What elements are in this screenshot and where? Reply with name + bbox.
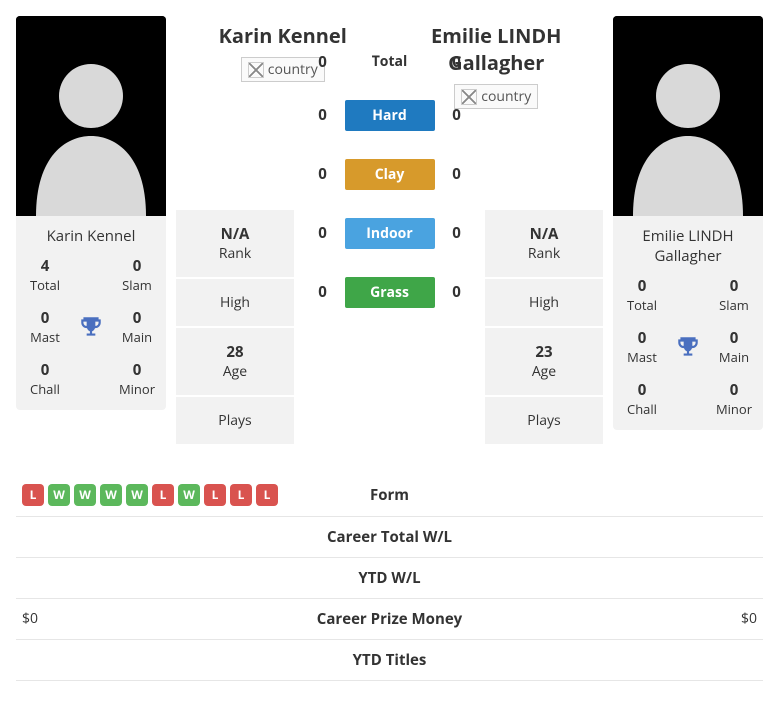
comparison-table: LWWWWLWLLLFormCareer Total W/LYTD W/L$0C… — [16, 474, 763, 681]
player-card-right: Emilie LINDH Gallagher 0Total 0Slam 0Mas… — [613, 16, 763, 430]
head-to-head-top: Karin Kennel 4Total 0Slam 0Mast 0Main 0C… — [16, 16, 763, 444]
surface-row: 0 Total 0 — [302, 52, 477, 72]
stat-rank-left: N/ARank — [176, 210, 294, 277]
compare-row-form: LWWWWLWLLLForm — [16, 474, 763, 517]
stat-stack-left: N/ARank High 28Age Plays — [176, 210, 294, 444]
compare-row-ytd_titles: YTD Titles — [16, 640, 763, 681]
surface-score-left: 0 — [313, 105, 333, 125]
surface-score-right: 0 — [447, 105, 467, 125]
stat-stack-right: N/ARank High 23Age Plays — [485, 210, 603, 444]
player-card-name-right: Emilie LINDH Gallagher — [613, 216, 763, 276]
titles-grid-right: 0Total 0Slam 0Mast 0Main 0Chall 0Minor — [613, 276, 763, 430]
stat-age-right: 23Age — [485, 328, 603, 395]
compare-label: Career Total W/L — [290, 527, 490, 547]
form-chip: L — [22, 484, 44, 506]
stat-plays-right: Plays — [485, 397, 603, 444]
form-chip: W — [48, 484, 70, 506]
stat-plays-left: Plays — [176, 397, 294, 444]
titles-main: 0Main — [711, 328, 757, 366]
form-chip: L — [152, 484, 174, 506]
surface-row: 0 Hard 0 — [302, 100, 477, 131]
stat-high-right: High — [485, 279, 603, 326]
surface-score-right: 0 — [447, 223, 467, 243]
form-chip: L — [204, 484, 226, 506]
form-chip: W — [178, 484, 200, 506]
surface-label: Indoor — [345, 218, 435, 249]
h2h-name-left: Karin Kennel — [184, 22, 382, 49]
compare-label: Career Prize Money — [290, 609, 490, 629]
surface-row: 0 Clay 0 — [302, 159, 477, 190]
avatar-placeholder-icon — [613, 16, 763, 216]
surface-score-right: 0 — [447, 282, 467, 302]
surface-score-left: 0 — [313, 52, 333, 72]
compare-right: $0 — [490, 609, 758, 628]
stat-high-left: High — [176, 279, 294, 326]
form-chip: W — [74, 484, 96, 506]
titles-mast: 0Mast — [22, 308, 68, 346]
compare-label: YTD W/L — [290, 568, 490, 588]
trophy-icon — [665, 328, 711, 366]
compare-row-career_wl: Career Total W/L — [16, 517, 763, 558]
compare-left: LWWWWLWLLL — [22, 484, 290, 506]
player-card-left: Karin Kennel 4Total 0Slam 0Mast 0Main 0C… — [16, 16, 166, 410]
surface-label: Grass — [345, 277, 435, 308]
surface-label: Total — [345, 52, 435, 71]
titles-slam: 0Slam — [114, 256, 160, 294]
surface-score-left: 0 — [313, 223, 333, 243]
compare-label: Form — [290, 485, 490, 505]
titles-minor: 0Minor — [114, 360, 160, 398]
surfaces-h2h: 0 Total 0 0 Hard 0 0 Clay 0 0 Indoor 0 0 Grass 0 — [294, 52, 485, 444]
surface-label: Hard — [345, 100, 435, 131]
trophy-icon — [68, 308, 114, 346]
avatar-placeholder-icon — [16, 16, 166, 216]
stat-age-left: 28Age — [176, 328, 294, 395]
compare-row-ytd_wl: YTD W/L — [16, 558, 763, 599]
surface-score-right: 0 — [447, 52, 467, 72]
surface-row: 0 Indoor 0 — [302, 218, 477, 249]
titles-chall: 0Chall — [22, 360, 68, 398]
titles-total: 0Total — [619, 276, 665, 314]
surface-score-left: 0 — [313, 164, 333, 184]
titles-chall: 0Chall — [619, 380, 665, 418]
form-chip: L — [230, 484, 252, 506]
titles-mast: 0Mast — [619, 328, 665, 366]
compare-label: YTD Titles — [290, 650, 490, 670]
form-chip: L — [256, 484, 278, 506]
compare-left: $0 — [22, 609, 290, 628]
h2h-middle: Karin Kennel country Emilie LINDH Gallag… — [176, 16, 603, 444]
form-chip: W — [126, 484, 148, 506]
titles-slam: 0Slam — [711, 276, 757, 314]
surface-score-right: 0 — [447, 164, 467, 184]
titles-main: 0Main — [114, 308, 160, 346]
player-avatar-right — [613, 16, 763, 216]
surface-score-left: 0 — [313, 282, 333, 302]
compare-row-prize: $0Career Prize Money$0 — [16, 599, 763, 640]
surface-label: Clay — [345, 159, 435, 190]
titles-minor: 0Minor — [711, 380, 757, 418]
surface-row: 0 Grass 0 — [302, 277, 477, 308]
stat-rank-right: N/ARank — [485, 210, 603, 277]
player-card-name-left: Karin Kennel — [16, 216, 166, 256]
player-avatar-left — [16, 16, 166, 216]
form-chip: W — [100, 484, 122, 506]
titles-total: 4Total — [22, 256, 68, 294]
titles-grid-left: 4Total 0Slam 0Mast 0Main 0Chall 0Minor — [16, 256, 166, 410]
